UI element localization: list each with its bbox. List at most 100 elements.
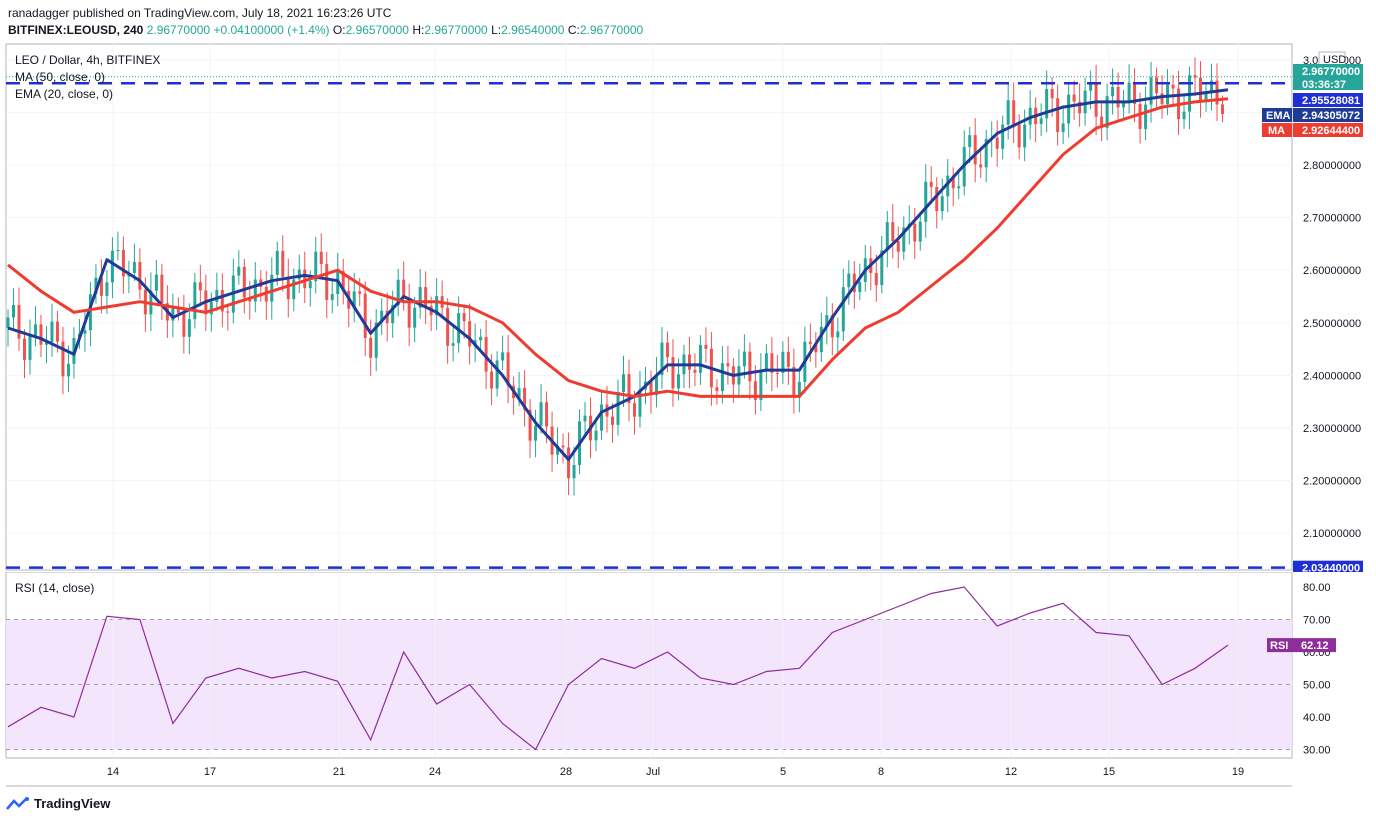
candle-body (764, 353, 768, 371)
candle-body (182, 312, 186, 337)
high-label: H: (412, 23, 425, 37)
candle-body (902, 227, 906, 252)
candle-body (770, 353, 774, 373)
close-label: C: (567, 23, 580, 37)
rsi-legend: RSI (14, close) (15, 581, 95, 595)
candle-body (462, 313, 466, 322)
candle-body (836, 331, 840, 338)
candle-body (940, 196, 944, 212)
candle-body (1056, 98, 1060, 133)
candle-body (121, 249, 125, 277)
candle-body (495, 360, 499, 389)
candle-body (396, 279, 400, 306)
rsi-tick-label: 80.00 (1303, 582, 1331, 594)
candle-body (88, 294, 92, 331)
candle-body (237, 266, 241, 276)
candle-body (995, 137, 999, 149)
time-tick-label: 28 (560, 766, 572, 778)
candle-body (413, 307, 417, 328)
candle-body (616, 392, 620, 425)
candle-body (435, 296, 439, 316)
price-change: +0.04100000 (+1.4%) (213, 23, 330, 37)
candle-body (468, 321, 472, 347)
candle-body (517, 387, 521, 399)
candle-body (94, 277, 98, 295)
currency-label: USD (1323, 54, 1346, 66)
candle-body (110, 250, 114, 283)
time-tick-label: 15 (1103, 766, 1115, 778)
candle-body (1061, 123, 1065, 133)
ma-value-tag-bg (1293, 123, 1363, 137)
candle-body (138, 261, 142, 290)
candle-body (621, 374, 625, 393)
rsi-tick-label: 40.00 (1303, 712, 1331, 724)
time-tick-label: Jul (646, 766, 660, 778)
candle-body (292, 279, 296, 300)
candle-body (786, 351, 790, 367)
ema-value-tag-bg (1293, 108, 1363, 122)
candle-body (1078, 101, 1082, 114)
candle-body (665, 342, 669, 358)
candle-body (1017, 124, 1021, 148)
time-tick-label: 12 (1005, 766, 1017, 778)
candle-body (781, 351, 785, 373)
tradingview-logo[interactable]: TradingView (6, 796, 110, 811)
candle-body (1199, 77, 1203, 103)
last-price-tag: 2.96770000 (1302, 66, 1360, 78)
candle-body (671, 357, 675, 389)
candle-body (215, 290, 219, 302)
candle-body (852, 273, 856, 293)
candle-body (171, 308, 175, 321)
candle-body (1006, 100, 1010, 125)
candle-body (924, 181, 928, 222)
candle-body (1133, 82, 1137, 104)
time-tick-label: 5 (780, 766, 786, 778)
candle-body (308, 281, 312, 289)
candle-body (424, 287, 428, 307)
candle-body (116, 249, 120, 251)
candle-body (687, 354, 691, 370)
candle-body (968, 135, 972, 147)
last-price: 2.96770000 (146, 23, 211, 37)
candle-body (1182, 111, 1186, 120)
candle-body (632, 403, 636, 417)
ema-label: EMA (1266, 110, 1291, 122)
candle-body (176, 308, 180, 313)
candle-body (418, 287, 422, 308)
candle-body (297, 269, 301, 280)
candle-body (572, 464, 576, 479)
candle-body (825, 315, 829, 327)
candle-body (1094, 83, 1098, 117)
candle-body (1116, 86, 1120, 108)
candle-body (775, 372, 779, 374)
candle-body (253, 279, 257, 302)
candle-body (17, 304, 21, 339)
time-tick-label: 14 (107, 766, 119, 778)
candle-body (484, 336, 488, 372)
candle-body (649, 381, 653, 396)
candle-body (270, 274, 274, 302)
rsi-line (7, 586, 1229, 751)
price-chart[interactable]: 3.000000002.900000002.800000002.70000000… (0, 42, 1376, 572)
candle-body (583, 415, 587, 422)
candle-body (1221, 104, 1225, 115)
candle-body (1083, 90, 1087, 114)
candle-body (363, 293, 367, 338)
publisher-line: ranadagger published on TradingView.com,… (8, 6, 392, 20)
candle-body (885, 222, 889, 251)
candle-body (198, 282, 202, 291)
candle-body (726, 363, 730, 367)
candle-body (567, 447, 571, 479)
ma-legend: MA (50, close, 0) (15, 70, 106, 84)
rsi-tick-label: 50.00 (1303, 680, 1331, 692)
candle-body (792, 366, 796, 398)
ma-line (7, 97, 1229, 398)
candle-body (545, 402, 549, 427)
ema-legend: EMA (20, close, 0) (15, 87, 114, 101)
candle-body (1105, 96, 1109, 128)
candle-body (314, 251, 318, 282)
candle-body (830, 315, 834, 338)
candle-body (759, 370, 763, 400)
ema-line (7, 88, 1229, 461)
